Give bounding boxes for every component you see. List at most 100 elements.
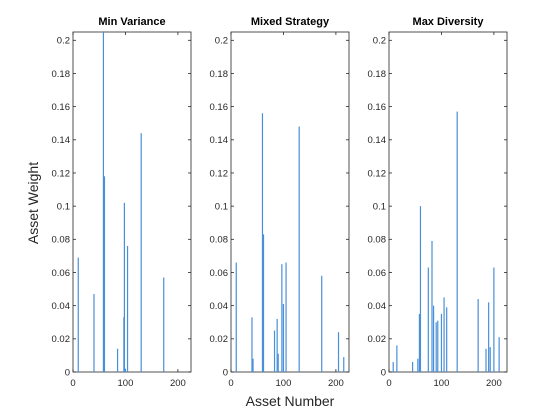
y-tick-label: 0.18 [52,69,71,80]
bar [285,262,287,372]
bar [276,318,278,372]
bar [435,322,437,372]
subplot-title: Mixed Strategy [251,16,330,28]
bar [140,133,142,372]
x-tick-label: 100 [118,378,134,389]
subplots: 0 0.02 0.04 0.06 0.08 0.1 0.12 0.14 0.16 0.18 0.2 0… [52,16,508,389]
axes-box [72,31,192,373]
y-tick-label: 0.18 [368,69,387,80]
bar [337,332,340,372]
y-tick-label: 0.02 [52,334,71,345]
bar [417,358,419,372]
bar [277,353,279,372]
y-tick-label: 0.12 [210,168,229,179]
bar [489,347,491,372]
y-tick-label: 0.1 [215,201,228,212]
y-tick-label: 0.02 [368,334,387,345]
bar [396,345,398,372]
subplot-1: 0 0.02 0.04 0.06 0.08 0.1 0.12 0.14 0.16 0.18 0.2 0… [52,16,192,389]
x-tick-label: 100 [276,378,292,389]
subplot-2: 0 0.02 0.04 0.06 0.08 0.1 0.12 0.14 0.16 0.18 0.2 0… [210,16,350,389]
subplot-title: Min Variance [98,16,165,28]
bar [298,126,300,372]
x-tick-label: 200 [486,378,502,389]
bar [488,302,490,372]
y-tick-label: 0.08 [368,235,387,246]
y-tick-label: 0.08 [52,235,71,246]
y-tick-label: 0.14 [52,135,71,146]
y-tick-label: 0 [223,367,228,378]
y-tick-label: 0.04 [210,301,229,312]
bar [282,304,285,372]
bar [343,357,345,372]
y-axis-label: Asset Weight [25,162,41,244]
bar [437,320,439,372]
y-tick-label: 0.06 [210,268,229,279]
y-tick-label: 0.06 [368,268,387,279]
y-tick-label: 0 [65,367,70,378]
bar [321,275,323,372]
bar [261,113,264,372]
y-tick-label: 0.04 [368,301,387,312]
bar [262,234,265,372]
bar [418,313,421,372]
bar [485,348,487,372]
bar [477,299,479,372]
bar [498,337,500,372]
bar [432,305,435,372]
bar [77,257,79,372]
bar [123,202,125,372]
bar [412,362,414,372]
y-tick-label: 0.18 [210,69,229,80]
y-tick-label: 0.1 [373,201,386,212]
bar [427,267,429,372]
axes-box [230,31,350,373]
bar [440,313,443,372]
bar [443,297,445,372]
y-tick-label: 0.02 [210,334,229,345]
subplot-3: 0 0.02 0.04 0.06 0.08 0.1 0.12 0.14 0.16 0.18 0.2 0… [368,16,508,389]
y-tick-label: 0.14 [210,135,229,146]
bar [163,277,165,372]
bar [493,267,495,372]
bar [419,206,422,372]
y-tick-label: 0.16 [52,102,71,113]
x-tick-label: 0 [228,378,233,389]
x-tick-label: 0 [386,378,391,389]
x-tick-label: 200 [328,378,344,389]
y-tick-label: 0.08 [210,235,229,246]
y-tick-label: 0.2 [373,36,386,47]
y-tick-label: 0.12 [368,168,387,179]
y-tick-label: 0.14 [368,135,387,146]
bar [126,245,129,372]
bar [281,264,283,372]
subplot-title: Max Diversity [413,16,485,28]
bar [392,362,394,372]
x-tick-label: 0 [70,378,75,389]
bar [103,176,106,372]
bar [431,240,433,372]
x-axis-label: Asset Number [246,393,335,409]
y-tick-label: 0.06 [52,268,71,279]
bar [116,348,119,372]
bar [124,368,127,372]
bar [456,111,458,373]
y-tick-label: 0.2 [57,36,70,47]
axes-box [388,31,508,373]
bar [102,32,105,372]
bar [251,317,253,372]
y-tick-label: 0.16 [210,102,229,113]
bar [273,330,276,372]
bar [235,262,237,372]
x-tick-label: 200 [170,378,186,389]
bar [446,307,448,372]
y-tick-label: 0.12 [52,168,71,179]
x-tick-label: 100 [434,378,450,389]
y-tick-label: 0 [381,367,386,378]
bar [93,294,95,372]
y-tick-label: 0.2 [215,36,228,47]
y-tick-label: 0.04 [52,301,71,312]
bar [252,358,254,372]
y-tick-label: 0.16 [368,102,387,113]
